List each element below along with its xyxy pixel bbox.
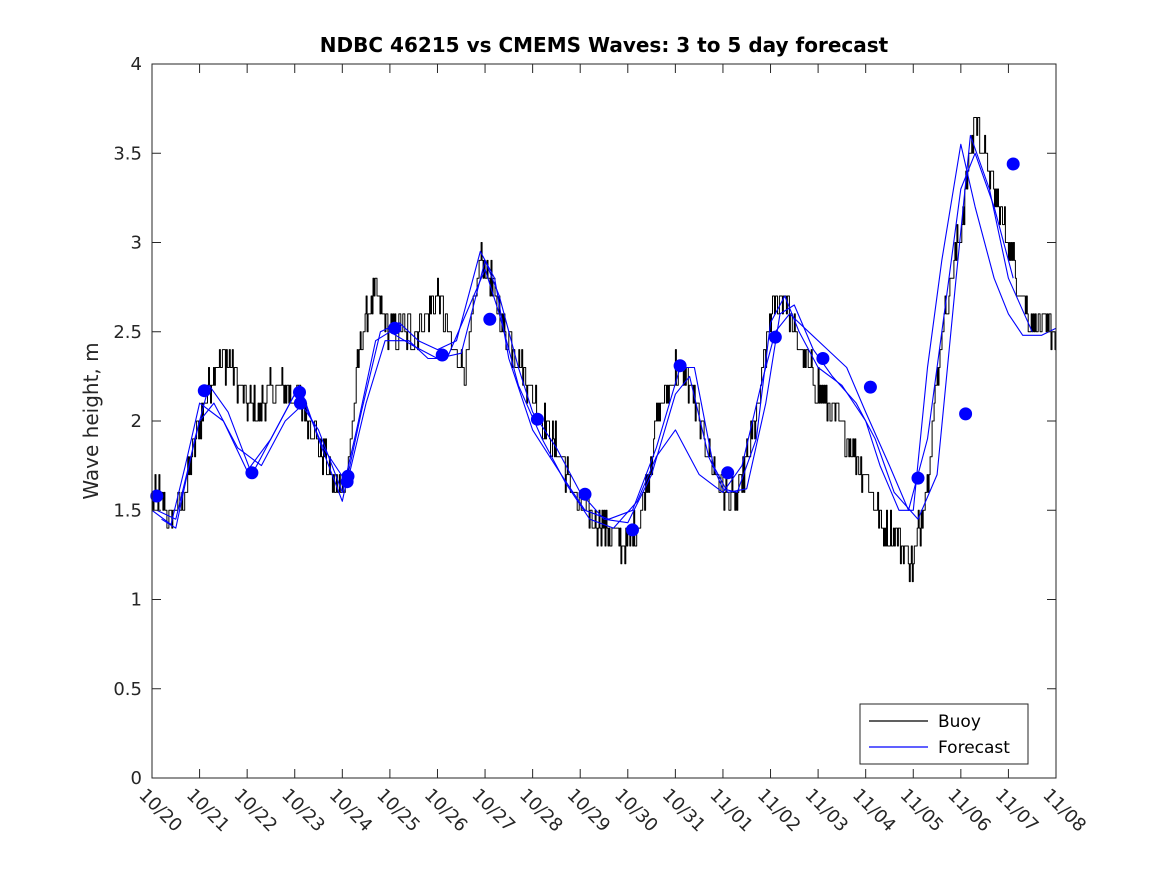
y-tick-label: 1 — [131, 590, 142, 611]
plot-area — [152, 64, 1056, 778]
forecast-marker — [530, 412, 544, 426]
chart-title: NDBC 46215 vs CMEMS Waves: 3 to 5 day fo… — [320, 33, 889, 57]
y-tick-label: 1.5 — [113, 500, 142, 521]
y-tick-label: 4 — [131, 54, 142, 75]
forecast-marker — [626, 523, 639, 537]
legend-box — [859, 703, 1029, 765]
forecast-marker — [293, 385, 306, 399]
forecast-marker — [673, 359, 687, 373]
forecast-marker — [197, 384, 211, 398]
forecast-marker — [388, 321, 402, 335]
forecast-marker — [435, 348, 449, 362]
forecast-marker — [150, 489, 164, 503]
y-tick-label: 2.5 — [113, 322, 142, 343]
forecast-marker — [1006, 157, 1020, 171]
legend: Buoy Forecast — [859, 703, 1029, 765]
forecast-marker — [483, 312, 497, 326]
y-axis-label: Wave height, m — [79, 342, 103, 499]
forecast-marker — [245, 466, 259, 480]
y-tick-label: 3 — [131, 233, 142, 254]
forecast-marker — [578, 487, 592, 501]
forecast-marker — [863, 380, 877, 394]
y-tick-label: 0.5 — [113, 679, 142, 700]
y-tick-label: 0 — [131, 768, 142, 789]
forecast-marker — [768, 330, 782, 344]
y-tick-label: 3.5 — [113, 143, 142, 164]
forecast-marker — [341, 469, 355, 483]
forecast-marker — [293, 396, 307, 410]
forecast-marker — [911, 471, 925, 485]
forecast-marker — [721, 466, 735, 480]
forecast-marker — [959, 407, 973, 421]
legend-label-buoy: Buoy — [938, 712, 981, 732]
forecast-marker — [816, 352, 830, 365]
series-line-forecast-3 — [156, 152, 1014, 529]
y-tick-label: 2 — [131, 411, 142, 432]
series-line-forecast-1 — [151, 143, 1057, 526]
legend-label-forecast: Forecast — [938, 738, 1010, 758]
